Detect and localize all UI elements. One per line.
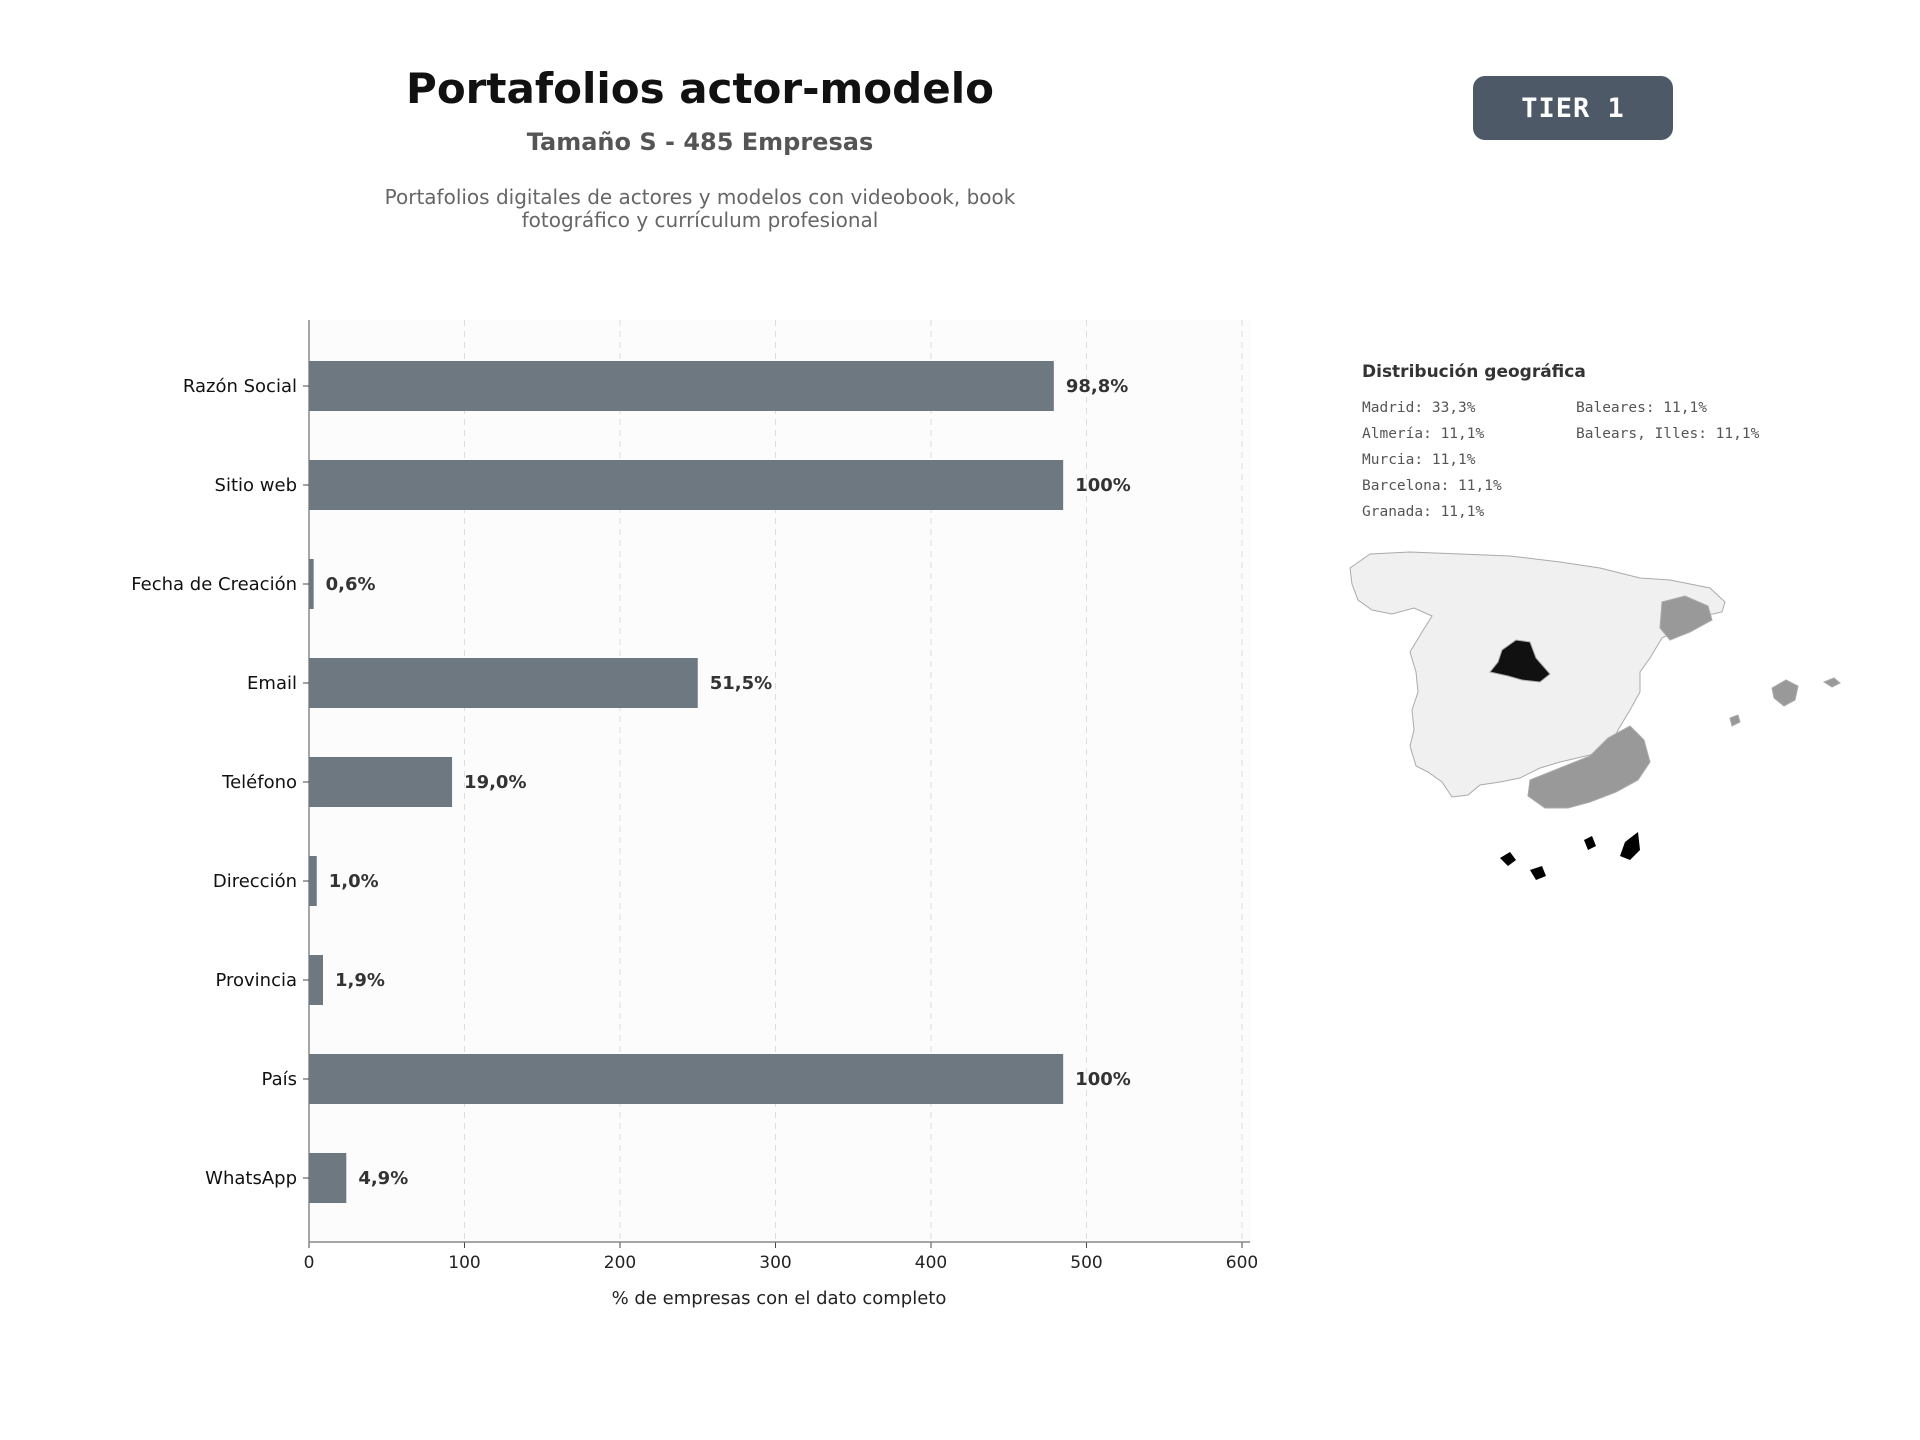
geo-item-granada: Granada: 11,1%: [1362, 504, 1485, 520]
spain-region-map: [1349, 551, 1841, 880]
y-tick-label: Dirección: [213, 871, 297, 892]
bar: [309, 757, 453, 807]
map-outline-group: [1349, 551, 1841, 880]
canarias-shape-3: [1584, 836, 1596, 850]
geo-item-barcelona: Barcelona: 11,1%: [1362, 478, 1502, 494]
x-tick-label: 600: [1226, 1253, 1258, 1273]
canarias-shape-1: [1500, 852, 1516, 866]
bar: [309, 1153, 347, 1203]
y-tick-label: Razón Social: [183, 376, 297, 397]
y-tick-label: Provincia: [215, 970, 297, 991]
geo-item-baleares: Baleares: 11,1%: [1576, 400, 1707, 416]
bar-value-label: 98,8%: [1066, 376, 1128, 397]
menorca-shape: [1822, 677, 1841, 688]
geo-item-murcia: Murcia: 11,1%: [1362, 452, 1476, 468]
bar: [309, 1054, 1064, 1104]
ibiza-shape: [1729, 714, 1741, 727]
x-tick-label: 200: [604, 1253, 636, 1273]
x-tick-label: 500: [1070, 1253, 1102, 1273]
bar-value-label: 100%: [1075, 475, 1131, 496]
bar: [309, 559, 314, 609]
y-tick-label: Sitio web: [215, 475, 297, 496]
bar-value-label: 19,0%: [464, 772, 526, 793]
y-tick-label: País: [262, 1069, 297, 1090]
canarias-shape-2: [1530, 866, 1546, 880]
page-title: Portafolios actor-modelo: [406, 64, 994, 113]
geo-item-madrid: Madrid: 33,3%: [1362, 400, 1476, 416]
page-subtitle: Tamaño S - 485 Empresas: [526, 128, 874, 156]
canarias-shape-4: [1620, 832, 1640, 860]
y-tick-label: Email: [247, 673, 297, 694]
x-tick-label: 400: [915, 1253, 947, 1273]
x-tick-label: 0: [304, 1253, 315, 1273]
x-axis-label: % de empresas con el dato completo: [612, 1288, 947, 1309]
bar: [309, 955, 323, 1005]
x-tick-label: 300: [759, 1253, 791, 1273]
bar: [309, 361, 1054, 411]
bar-value-label: 4,9%: [358, 1168, 408, 1189]
bar: [309, 856, 317, 906]
geo-item-balears-illes: Balears, Illes: 11,1%: [1576, 426, 1760, 442]
mallorca-shape: [1771, 679, 1799, 707]
region-madrid-shape: [1489, 639, 1551, 683]
bar-value-label: 1,0%: [329, 871, 379, 892]
completeness-bar-chart: 0 100 200 300 400 500 600 % de empresas con el …: [131, 320, 1258, 1309]
tier-badge: TIER 1: [1473, 76, 1673, 140]
geo-item-almeria: Almería: 11,1%: [1362, 426, 1485, 442]
y-tick-label: Fecha de Creación: [131, 574, 297, 595]
bar-value-label: 51,5%: [710, 673, 772, 694]
y-tick-label: WhatsApp: [205, 1168, 297, 1189]
region-catalonia-shape: [1659, 595, 1713, 641]
y-tick-label: Teléfono: [221, 772, 297, 793]
bar-value-label: 1,9%: [335, 970, 385, 991]
bar: [309, 658, 698, 708]
bar: [309, 460, 1064, 510]
region-andalusia-east-shape: [1527, 725, 1651, 809]
bar-value-label: 0,6%: [326, 574, 376, 595]
bar-value-label: 100%: [1075, 1069, 1131, 1090]
page-description: Portafolios digitales de actores y model…: [384, 185, 1016, 232]
geo-distribution-title: Distribución geográfica: [1362, 362, 1586, 382]
x-tick-label: 100: [448, 1253, 480, 1273]
